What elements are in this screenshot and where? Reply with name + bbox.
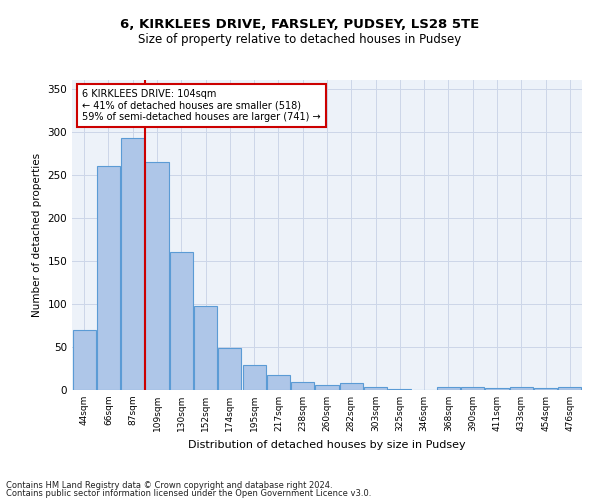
Bar bbox=[316, 385, 338, 390]
Text: Contains HM Land Registry data © Crown copyright and database right 2024.: Contains HM Land Registry data © Crown c… bbox=[6, 481, 332, 490]
Bar bbox=[559, 386, 581, 390]
Bar bbox=[291, 382, 314, 390]
Bar bbox=[267, 374, 290, 390]
Bar bbox=[218, 348, 241, 390]
Bar bbox=[534, 388, 557, 390]
Bar bbox=[145, 162, 169, 390]
Text: 6, KIRKLEES DRIVE, FARSLEY, PUDSEY, LS28 5TE: 6, KIRKLEES DRIVE, FARSLEY, PUDSEY, LS28… bbox=[121, 18, 479, 30]
X-axis label: Distribution of detached houses by size in Pudsey: Distribution of detached houses by size … bbox=[188, 440, 466, 450]
Bar bbox=[437, 388, 460, 390]
Bar bbox=[485, 388, 509, 390]
Bar bbox=[340, 383, 363, 390]
Bar bbox=[121, 138, 144, 390]
Bar bbox=[194, 306, 217, 390]
Bar bbox=[170, 252, 193, 390]
Bar bbox=[73, 330, 95, 390]
Bar bbox=[461, 388, 484, 390]
Bar bbox=[510, 388, 533, 390]
Bar bbox=[364, 386, 387, 390]
Text: Contains public sector information licensed under the Open Government Licence v3: Contains public sector information licen… bbox=[6, 488, 371, 498]
Y-axis label: Number of detached properties: Number of detached properties bbox=[32, 153, 42, 317]
Bar bbox=[97, 166, 120, 390]
Text: Size of property relative to detached houses in Pudsey: Size of property relative to detached ho… bbox=[139, 32, 461, 46]
Text: 6 KIRKLEES DRIVE: 104sqm
← 41% of detached houses are smaller (518)
59% of semi-: 6 KIRKLEES DRIVE: 104sqm ← 41% of detach… bbox=[82, 90, 321, 122]
Bar bbox=[242, 365, 266, 390]
Bar bbox=[388, 389, 412, 390]
